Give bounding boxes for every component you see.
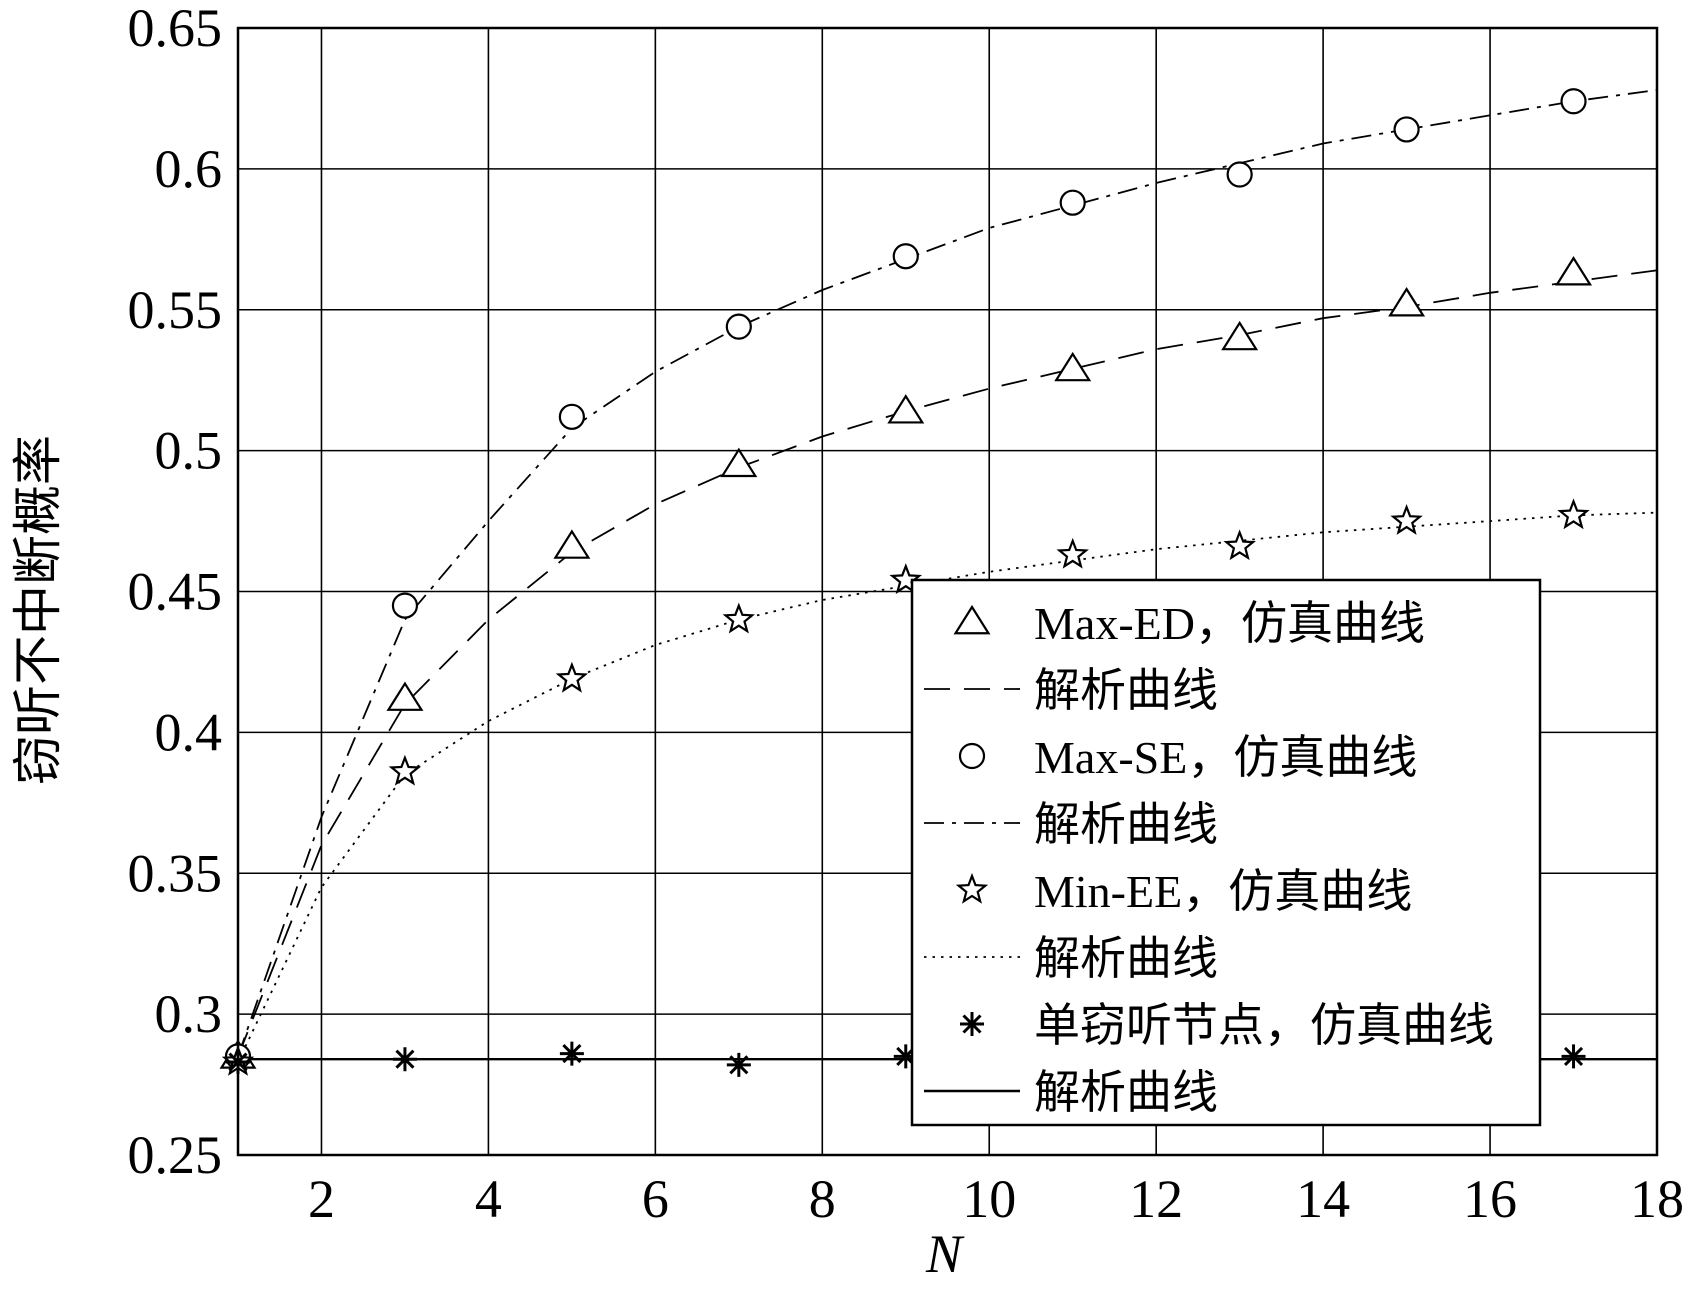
series-2-point xyxy=(725,313,752,340)
series-0-point xyxy=(1054,351,1092,382)
series-2-point xyxy=(1059,189,1086,216)
series-0-point xyxy=(386,681,424,711)
series-0-point xyxy=(553,529,591,559)
y-tick-label: 0.45 xyxy=(128,562,223,622)
series-0-point xyxy=(1555,256,1593,286)
series-4-point xyxy=(722,602,756,634)
legend-entry-label: 解析曲线 xyxy=(1034,1067,1218,1118)
legend-swatch-marker xyxy=(955,872,989,904)
legend-entry-label: Max-ED，仿真曲线 xyxy=(1034,598,1425,649)
legend-swatch-marker xyxy=(958,742,986,770)
series-6-point xyxy=(1561,1044,1586,1069)
legend-entry-label: Max-SE，仿真曲线 xyxy=(1034,732,1417,783)
legend-entry-label: 解析曲线 xyxy=(1034,799,1218,850)
series-0-point xyxy=(720,447,758,478)
legend-entry-label: 单窃听节点，仿真曲线 xyxy=(1034,1000,1494,1051)
series-markers xyxy=(219,88,1593,1077)
series-4-point xyxy=(889,563,923,595)
series-2-point xyxy=(892,243,919,270)
series-2-point xyxy=(1226,161,1253,188)
series-2-point xyxy=(1560,88,1587,115)
series-4-point xyxy=(1390,504,1423,535)
series-0-point xyxy=(1221,320,1259,351)
y-tick-label: 0.25 xyxy=(128,1125,223,1185)
y-tick-label: 0.6 xyxy=(155,139,223,199)
series-3-line xyxy=(237,89,1658,1057)
series-2-point xyxy=(1393,116,1420,143)
legend-entry-label: Min-EE，仿真曲线 xyxy=(1034,866,1412,917)
y-tick-label: 0.35 xyxy=(128,843,223,903)
x-tick-label: 4 xyxy=(475,1169,502,1229)
y-tick-label: 0.65 xyxy=(128,0,223,58)
series-6-point xyxy=(559,1041,584,1066)
legend-swatch-marker xyxy=(960,1012,984,1036)
legend-swatch-marker xyxy=(953,604,991,635)
x-tick-label: 18 xyxy=(1630,1169,1684,1229)
x-tick-label: 16 xyxy=(1463,1169,1517,1229)
series-4-point xyxy=(1056,537,1089,569)
x-axis-ticks: 2 4 6 8 10 12 14 16 18 xyxy=(308,1169,1684,1229)
series-6-point xyxy=(893,1044,918,1069)
series-4-point xyxy=(555,661,589,693)
y-tick-label: 0.5 xyxy=(155,421,223,481)
legend-entry-label: 解析曲线 xyxy=(1034,665,1218,716)
x-tick-label: 12 xyxy=(1129,1169,1183,1229)
series-1-line xyxy=(237,269,1658,1057)
series-6-point xyxy=(726,1052,751,1077)
x-axis-label: N xyxy=(925,1224,965,1284)
plot-frame xyxy=(236,26,1659,1157)
y-tick-label: 0.55 xyxy=(128,280,223,340)
legend-entry-label: 解析曲线 xyxy=(1034,933,1218,984)
series-6-point xyxy=(392,1047,417,1072)
x-tick-label: 8 xyxy=(809,1169,836,1229)
x-tick-label: 14 xyxy=(1296,1169,1350,1229)
series-0-point xyxy=(1388,287,1426,317)
series-2-point xyxy=(558,403,585,430)
series-4-point xyxy=(1223,529,1256,561)
y-axis-ticks: 0.25 0.3 0.35 0.4 0.45 0.5 0.55 0.6 0.65 xyxy=(128,0,223,1185)
x-tick-label: 10 xyxy=(962,1169,1016,1229)
series-0-point xyxy=(887,394,925,424)
y-tick-label: 0.3 xyxy=(155,984,223,1044)
series-2-point xyxy=(391,592,419,619)
series-4-point xyxy=(1557,498,1590,530)
x-tick-label: 2 xyxy=(308,1169,335,1229)
x-tick-label: 6 xyxy=(642,1169,669,1229)
series-4-point xyxy=(388,754,422,786)
y-axis-label: 窃听不中断概率 xyxy=(10,435,66,785)
y-tick-label: 0.4 xyxy=(155,702,223,762)
legend-box xyxy=(910,578,1542,1127)
